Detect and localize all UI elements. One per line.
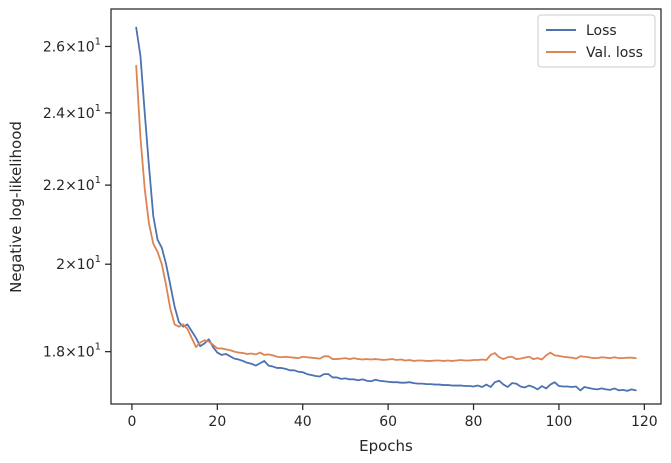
series-layer: [135, 26, 637, 392]
x-axis-label: Epochs: [359, 437, 413, 455]
legend-label-val-loss: Val. loss: [586, 45, 643, 61]
x-tick-label: 20: [208, 414, 226, 430]
y-axis-label: Negative log-likelihood: [7, 121, 25, 293]
y-tick-label: 1.8×101: [43, 342, 101, 361]
x-axis: 0 20 40 60 80 100 120: [127, 404, 658, 430]
x-tick-label: 120: [631, 414, 658, 430]
plot-area: [111, 9, 661, 404]
plot-frame: [110, 8, 662, 405]
x-tick-label: 100: [546, 414, 573, 430]
y-tick-label: 2.4×101: [43, 103, 101, 122]
y-tick-label: 2×101: [56, 254, 101, 273]
legend: Loss Val. loss: [537, 14, 656, 68]
legend-box: [537, 14, 656, 68]
x-tick-label: 0: [127, 414, 136, 430]
y-axis: 1.8×101 2×101 2.2×101 2.4×101 2.6×101: [43, 36, 111, 361]
series-line-val-loss: [135, 64, 637, 362]
y-tick-label: 2.2×101: [43, 175, 101, 194]
x-tick-label: 60: [379, 414, 397, 430]
x-tick-label: 80: [465, 414, 483, 430]
y-tick-label: 2.6×101: [43, 36, 101, 55]
legend-label-loss: Loss: [586, 23, 617, 39]
x-tick-label: 40: [294, 414, 312, 430]
series-line-loss: [135, 26, 637, 392]
